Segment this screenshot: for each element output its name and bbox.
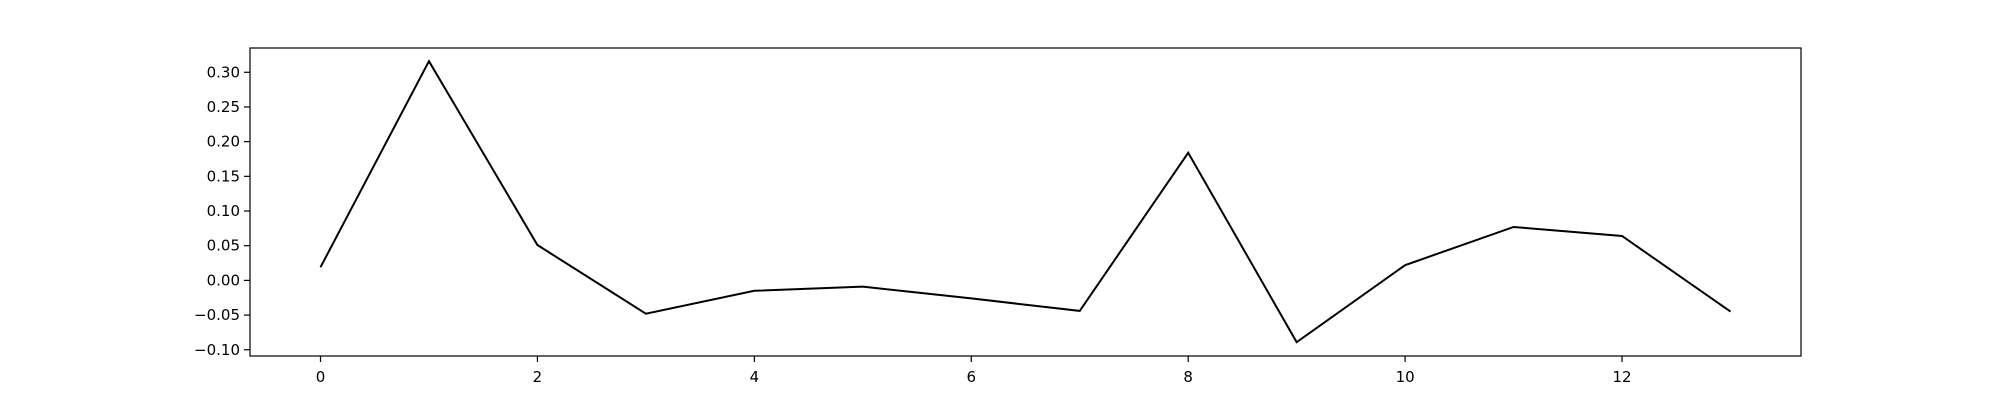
data-point (860, 284, 866, 290)
data-point (1185, 150, 1191, 156)
data-layer (318, 58, 1734, 345)
y-tick-label: 0.00 (207, 271, 240, 289)
x-tick-label: 8 (1183, 368, 1193, 386)
series-line (319, 59, 1732, 344)
plot-frame (249, 47, 1802, 357)
data-point (1402, 262, 1408, 268)
y-tick-label: 0.20 (207, 133, 240, 151)
axes-layer: 0 2 4 6 8 10 12 −0.10 −0.05 0.00 0.05 0.10 0.15 0.20 0… (194, 63, 1632, 386)
data-point (968, 295, 974, 301)
data-point (751, 288, 757, 294)
y-tick-label: 0.05 (207, 237, 240, 255)
data-point (318, 264, 324, 270)
y-tick-label: 0.10 (207, 202, 240, 220)
y-tick-label: 0.15 (207, 167, 240, 185)
data-point (1619, 233, 1625, 239)
data-point (1294, 339, 1300, 345)
data-point (1511, 224, 1517, 230)
y-tick-label: −0.10 (194, 341, 240, 359)
x-tick-label: 12 (1612, 368, 1631, 386)
y-tick-label: −0.05 (194, 306, 240, 324)
x-tick-label: 10 (1396, 368, 1415, 386)
data-point (426, 58, 432, 64)
data-point (1077, 308, 1083, 314)
y-tick-label: 0.30 (207, 63, 240, 81)
x-tick-label: 0 (316, 368, 326, 386)
x-tick-label: 4 (750, 368, 760, 386)
x-tick-label: 2 (533, 368, 543, 386)
data-point (534, 242, 540, 248)
data-point (643, 311, 649, 317)
y-tick-label: 0.25 (207, 98, 240, 116)
data-point (1728, 309, 1734, 315)
x-tick-label: 6 (966, 368, 976, 386)
